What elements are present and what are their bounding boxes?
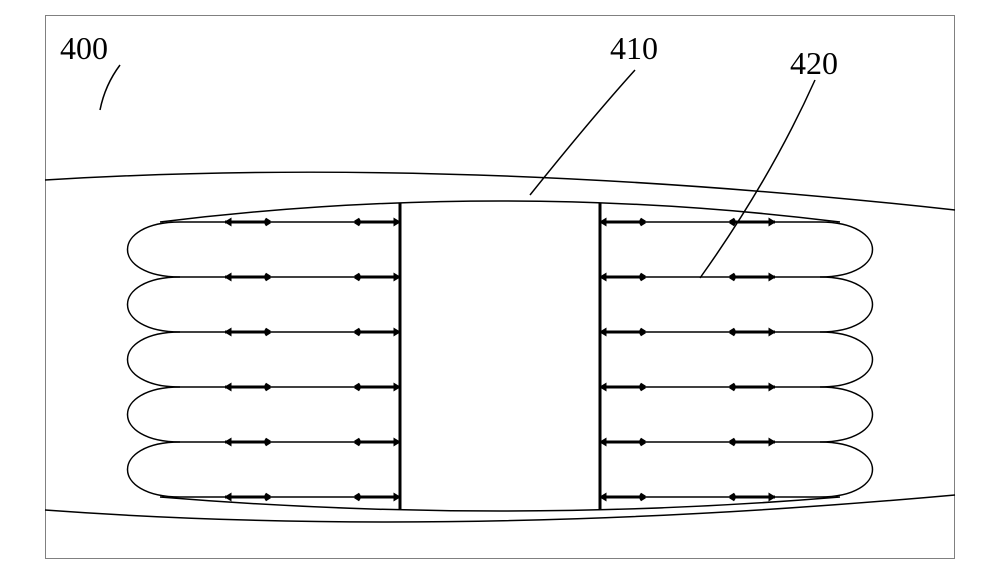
label-420: 420 — [790, 45, 838, 82]
label-410: 410 — [610, 30, 658, 67]
label-400: 400 — [60, 30, 108, 67]
technical-diagram — [0, 0, 1000, 574]
